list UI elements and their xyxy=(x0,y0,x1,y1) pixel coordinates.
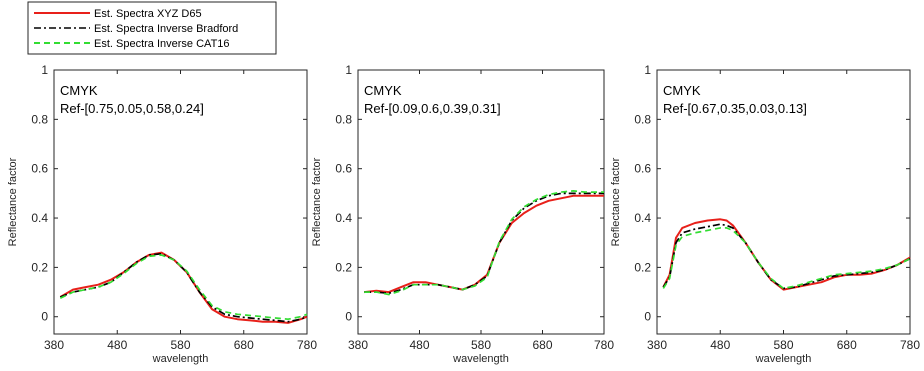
x-tick-label: 680 xyxy=(532,338,552,352)
series-line-3 xyxy=(364,190,604,296)
y-axis-label: Reflectance factor xyxy=(610,157,622,246)
x-tick-label: 680 xyxy=(837,338,857,352)
y-tick-label: 0.2 xyxy=(634,260,651,274)
series-line-2 xyxy=(662,223,911,290)
x-tick-label: 580 xyxy=(471,338,491,352)
panel-2: 380 480 580 680 780 0 0.2 0.4 0.6 0.8 1 wavelength R… xyxy=(311,63,614,365)
panel-annotation: Ref-[0.75,0.05,0.58,0.24] xyxy=(60,101,204,116)
x-tick-label: 680 xyxy=(234,338,254,352)
legend-label-bradford: Est. Spectra Inverse Bradford xyxy=(94,23,238,35)
y-tick-label: 0.4 xyxy=(634,211,651,225)
y-tick-label: 0 xyxy=(345,310,352,324)
x-tick-label: 380 xyxy=(44,338,64,352)
y-tick-label: 0.4 xyxy=(31,211,48,225)
panel-annotation: Ref-[0.09,0.6,0.39,0.31] xyxy=(364,101,501,116)
x-tick-label: 480 xyxy=(710,338,730,352)
x-tick-label: 780 xyxy=(594,338,614,352)
y-tick-label: 0 xyxy=(41,310,48,324)
series-line-3 xyxy=(662,227,911,290)
x-axis-label: wavelength xyxy=(755,353,812,365)
y-axis-label: Reflectance factor xyxy=(7,157,19,246)
panel-annotation: CMYK xyxy=(60,83,98,98)
x-tick-label: 480 xyxy=(409,338,429,352)
series-line-3 xyxy=(59,254,308,321)
y-tick-label: 0.6 xyxy=(335,162,352,176)
y-tick-label: 1 xyxy=(644,63,651,77)
x-tick-label: 480 xyxy=(107,338,127,352)
x-tick-label: 780 xyxy=(900,338,920,352)
y-tick-label: 0.6 xyxy=(31,162,48,176)
y-tick-label: 0.8 xyxy=(634,112,651,126)
panel-annotation: CMYK xyxy=(364,83,402,98)
panel-3: 380 480 580 680 780 0 0.2 0.4 0.6 0.8 1 wavelength R… xyxy=(610,63,920,365)
legend: Est. Spectra XYZ D65 Est. Spectra Invers… xyxy=(27,1,277,55)
legend-label-cat16: Est. Spectra Inverse CAT16 xyxy=(94,38,230,50)
y-tick-label: 0 xyxy=(644,310,651,324)
y-axis-label: Reflectance factor xyxy=(311,157,323,246)
panel-1: 380 480 580 680 780 0 0.2 0.4 0.6 0.8 1 wavelength R… xyxy=(7,63,317,365)
y-tick-label: 0.2 xyxy=(335,260,352,274)
x-axis-label: wavelength xyxy=(452,353,509,365)
panel-annotation: CMYK xyxy=(663,83,701,98)
x-axis-label: wavelength xyxy=(152,353,209,365)
y-tick-label: 0.6 xyxy=(634,162,651,176)
panels: 380 480 580 680 780 0 0.2 0.4 0.6 0.8 1 wavelength R… xyxy=(7,63,920,365)
x-tick-label: 580 xyxy=(773,338,793,352)
x-tick-label: 580 xyxy=(170,338,190,352)
panel-annotation: Ref-[0.67,0.35,0.03,0.13] xyxy=(663,101,807,116)
y-tick-label: 1 xyxy=(41,63,48,77)
y-tick-label: 0.8 xyxy=(31,112,48,126)
x-tick-label: 380 xyxy=(348,338,368,352)
y-tick-label: 1 xyxy=(345,63,352,77)
y-tick-label: 0.2 xyxy=(31,260,48,274)
y-tick-label: 0.4 xyxy=(335,211,352,225)
series-line-2 xyxy=(364,192,604,295)
y-tick-label: 0.8 xyxy=(335,112,352,126)
legend-label-xyz-d65: Est. Spectra XYZ D65 xyxy=(94,8,202,20)
x-tick-label: 780 xyxy=(297,338,317,352)
x-tick-label: 380 xyxy=(647,338,667,352)
